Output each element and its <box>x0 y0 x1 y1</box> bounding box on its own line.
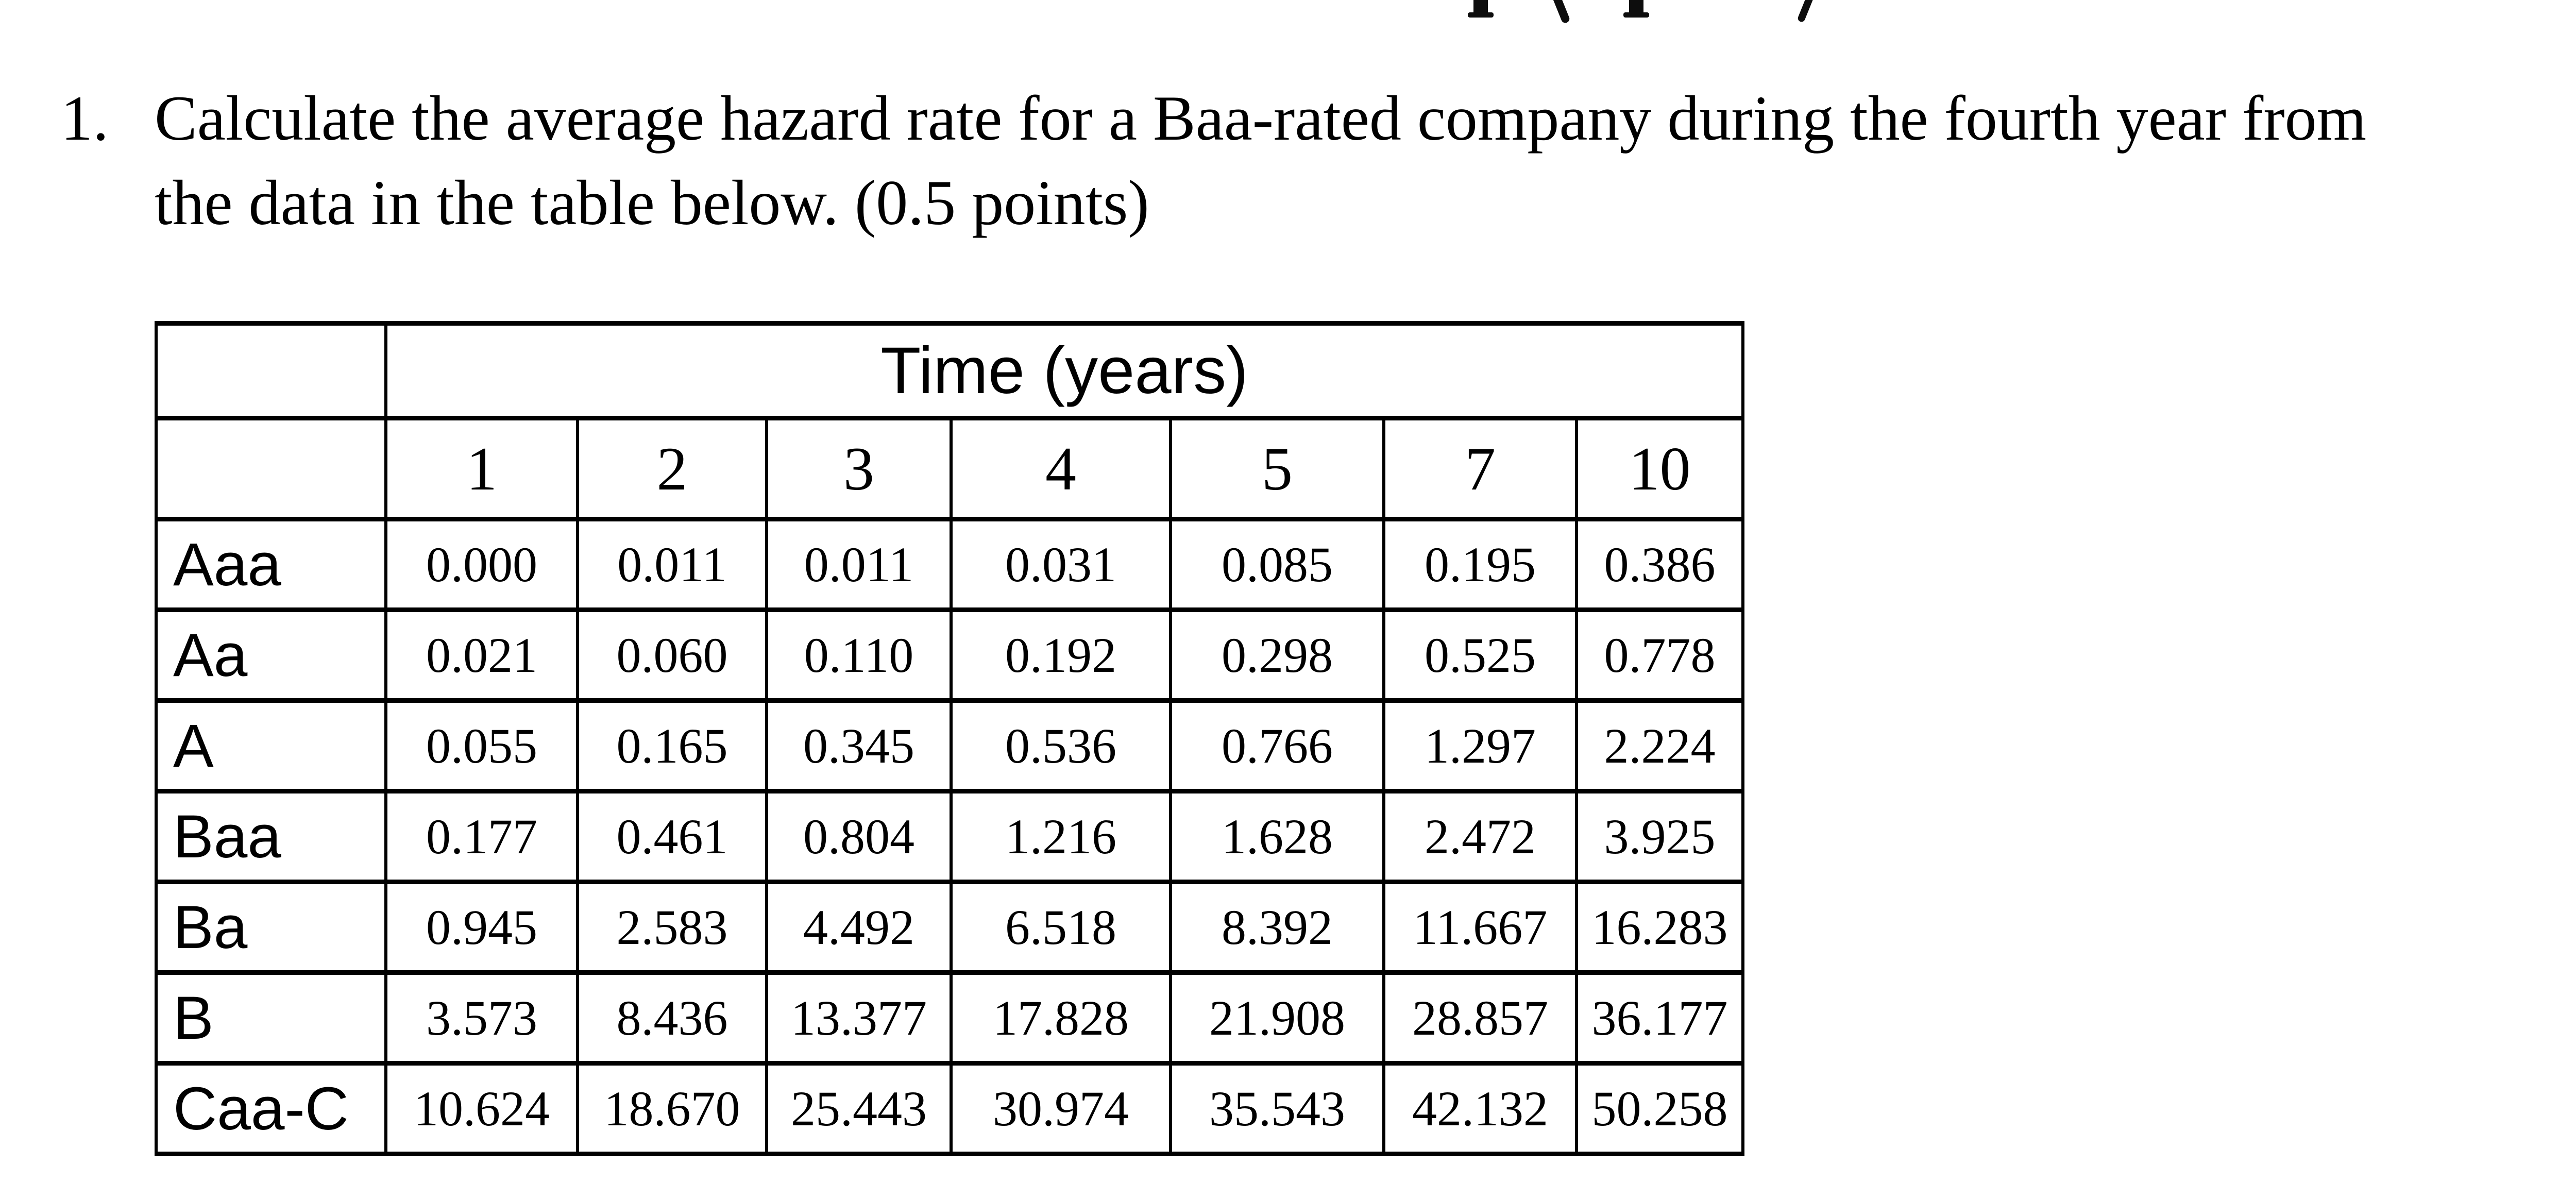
table-cell: 8.436 <box>576 970 768 1066</box>
year-column-header: 3 <box>765 416 953 521</box>
clipped-heading <box>0 0 2576 31</box>
open-paren-tail-icon <box>1551 0 1571 24</box>
table-cell: 0.000 <box>384 517 579 612</box>
table-row-aa: Aa 0.021 0.060 0.110 0.192 0.298 0.525 0… <box>155 607 1745 703</box>
question-line-2: the data in the table below. (0.5 points… <box>155 167 1149 238</box>
table-row-caa-c: Caa-C 10.624 18.670 25.443 30.974 35.543… <box>155 1061 1745 1156</box>
question-line-1: Calculate the average hazard rate for a … <box>155 83 2367 154</box>
table-row-baa: Baa 0.177 0.461 0.804 1.216 1.628 2.472 … <box>155 789 1745 884</box>
table-cell: 0.195 <box>1382 517 1578 612</box>
table-cell: 8.392 <box>1169 880 1385 975</box>
year-column-header: 7 <box>1382 416 1578 521</box>
table-cell: 0.011 <box>765 517 953 612</box>
table-cell: 36.177 <box>1574 970 1745 1066</box>
table-cell: 0.804 <box>765 789 953 884</box>
table-cell: 3.925 <box>1574 789 1745 884</box>
table-row-b: B 3.573 8.436 13.377 17.828 21.908 28.85… <box>155 970 1745 1066</box>
table-cell: 0.177 <box>384 789 579 884</box>
year-column-header: 5 <box>1169 416 1385 521</box>
table-cell: 3.573 <box>384 970 579 1066</box>
table-cell: 0.085 <box>1169 517 1385 612</box>
table-cell: 50.258 <box>1574 1061 1745 1156</box>
table-cell: 6.518 <box>950 880 1172 975</box>
table-corner-cell <box>155 321 387 420</box>
table-cell: 13.377 <box>765 970 953 1066</box>
table-cell: 0.461 <box>576 789 768 884</box>
table-cell: 0.945 <box>384 880 579 975</box>
table-cell: 2.583 <box>576 880 768 975</box>
question-block: 1. Calculate the average hazard rate for… <box>61 76 2544 245</box>
table-cell: 11.667 <box>1382 880 1578 975</box>
table-cell: 0.011 <box>576 517 768 612</box>
table-row-ba: Ba 0.945 2.583 4.492 6.518 8.392 11.667 … <box>155 880 1745 975</box>
close-paren-tail-icon <box>1797 0 1815 23</box>
time-years-header: Time (years) <box>384 321 1745 420</box>
table-cell: 0.525 <box>1382 607 1578 703</box>
table-cell: 0.345 <box>765 698 953 793</box>
table-cell: 30.974 <box>950 1061 1172 1156</box>
table-cell: 28.857 <box>1382 970 1578 1066</box>
table-cell: 0.192 <box>950 607 1172 703</box>
table-cell: 21.908 <box>1169 970 1385 1066</box>
question-number: 1. <box>61 83 109 154</box>
table-cell: 0.386 <box>1574 517 1745 612</box>
year-column-header: 2 <box>576 416 768 521</box>
p-descender-icon <box>1623 0 1649 18</box>
p-descender-icon <box>1468 0 1494 18</box>
table-corner-cell <box>155 416 387 521</box>
table-cell: 2.224 <box>1574 698 1745 793</box>
row-label: B <box>155 970 387 1066</box>
table-title-row: Time (years) <box>155 321 1745 420</box>
table-cell: 0.778 <box>1574 607 1745 703</box>
row-label: Aaa <box>155 517 387 612</box>
table-row-a: A 0.055 0.165 0.345 0.536 0.766 1.297 2.… <box>155 698 1745 793</box>
table-row-aaa: Aaa 0.000 0.011 0.011 0.031 0.085 0.195 … <box>155 517 1745 612</box>
row-label: Aa <box>155 607 387 703</box>
table-cell: 17.828 <box>950 970 1172 1066</box>
row-label: Ba <box>155 880 387 975</box>
row-label: A <box>155 698 387 793</box>
row-label: Caa-C <box>155 1061 387 1156</box>
table-cell: 0.110 <box>765 607 953 703</box>
table-cell: 0.536 <box>950 698 1172 793</box>
table-cell: 0.055 <box>384 698 579 793</box>
table-cell: 25.443 <box>765 1061 953 1156</box>
table-cell: 0.060 <box>576 607 768 703</box>
year-column-header: 1 <box>384 416 579 521</box>
table-cell: 18.670 <box>576 1061 768 1156</box>
table-cell: 16.283 <box>1574 880 1745 975</box>
table-cell: 42.132 <box>1382 1061 1578 1156</box>
table-cell: 2.472 <box>1382 789 1578 884</box>
table-cell: 0.021 <box>384 607 579 703</box>
table-cell: 0.165 <box>576 698 768 793</box>
table-cell: 0.031 <box>950 517 1172 612</box>
year-column-header: 10 <box>1574 416 1745 521</box>
row-label: Baa <box>155 789 387 884</box>
table-cell: 4.492 <box>765 880 953 975</box>
table-cell: 0.298 <box>1169 607 1385 703</box>
hazard-rate-table: Time (years) 1 2 3 4 5 7 10 Aaa 0.000 0.… <box>155 321 1745 1156</box>
table-cell: 1.628 <box>1169 789 1385 884</box>
question-text: Calculate the average hazard rate for a … <box>155 76 2544 245</box>
table-cell: 0.766 <box>1169 698 1385 793</box>
table-year-header-row: 1 2 3 4 5 7 10 <box>155 416 1745 521</box>
table-cell: 1.297 <box>1382 698 1578 793</box>
table-cell: 10.624 <box>384 1061 579 1156</box>
year-column-header: 4 <box>950 416 1172 521</box>
table-cell: 1.216 <box>950 789 1172 884</box>
table-cell: 35.543 <box>1169 1061 1385 1156</box>
